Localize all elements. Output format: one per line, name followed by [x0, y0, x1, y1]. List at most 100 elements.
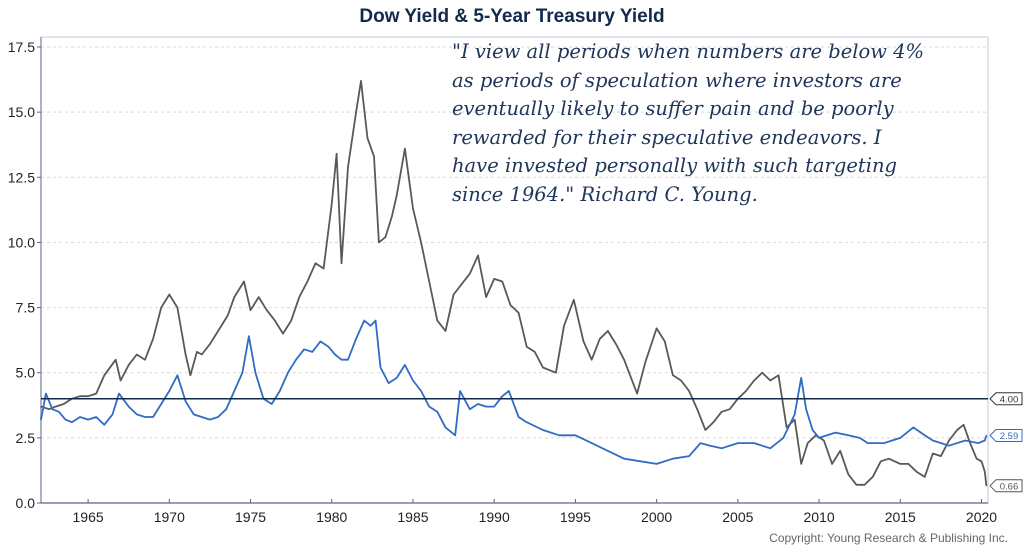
end-labels: 4.00 2.59 0.66	[989, 392, 1023, 492]
data-point	[120, 379, 122, 382]
data-point	[912, 426, 914, 428]
data-point	[103, 374, 105, 376]
quote-line: as periods of speculation where investor…	[452, 68, 902, 92]
data-point	[363, 320, 365, 322]
data-point	[336, 153, 338, 155]
data-point	[95, 393, 97, 395]
data-point	[461, 283, 463, 285]
data-point	[189, 374, 191, 376]
data-point	[976, 458, 978, 460]
data-point	[672, 374, 674, 376]
data-point	[63, 403, 65, 405]
data-point	[591, 359, 593, 361]
data-point	[501, 395, 503, 397]
data-point	[209, 419, 211, 421]
y-tick-label: 12.5	[8, 169, 35, 185]
data-point	[883, 442, 885, 444]
data-point	[282, 333, 284, 335]
x-tick-label: 2000	[641, 509, 672, 525]
copyright: Copyright: Young Research & Publishing I…	[769, 531, 1008, 545]
data-point	[563, 325, 565, 327]
data-point	[58, 411, 60, 413]
data-point	[196, 351, 198, 353]
data-point	[623, 458, 625, 460]
data-point	[969, 442, 971, 444]
data-point	[737, 442, 739, 444]
data-point	[599, 338, 601, 340]
data-point	[542, 429, 544, 431]
data-point	[807, 442, 809, 444]
data-point	[980, 460, 983, 462]
data-point	[266, 309, 268, 311]
data-point	[404, 364, 406, 366]
data-point	[636, 393, 638, 395]
data-point	[508, 390, 510, 392]
data-point	[136, 353, 138, 356]
end-label-text: 2.59	[1000, 431, 1019, 442]
quote-line: rewarded for their speculative endeavors…	[452, 125, 882, 149]
data-point	[834, 432, 836, 434]
end-label-text: 4.00	[1000, 394, 1019, 405]
data-point	[542, 366, 544, 369]
data-point	[818, 437, 820, 439]
data-point	[201, 353, 203, 356]
data-point	[327, 346, 330, 348]
x-tick-label: 1985	[397, 509, 428, 525]
data-point	[761, 372, 763, 374]
data-point	[555, 372, 557, 374]
data-point	[274, 320, 276, 322]
data-point	[721, 411, 723, 413]
data-point	[71, 421, 73, 423]
data-point	[217, 330, 219, 332]
data-point	[420, 390, 422, 392]
data-point	[899, 437, 901, 439]
x-tick-label: 1990	[479, 509, 510, 525]
data-point	[444, 330, 447, 332]
data-point	[574, 434, 577, 436]
data-point	[444, 426, 447, 428]
data-point	[227, 314, 229, 316]
data-point	[485, 406, 487, 408]
data-point	[152, 416, 154, 418]
y-tick-label: 17.5	[8, 39, 35, 55]
data-point	[243, 280, 245, 283]
end-label-treasury: 0.66	[989, 479, 1023, 492]
end-label-dow-yield: 2.59	[989, 429, 1023, 443]
data-point	[319, 340, 321, 342]
data-point	[699, 442, 702, 444]
data-point	[867, 442, 869, 444]
data-point	[79, 416, 81, 418]
data-point	[872, 476, 874, 478]
data-point	[855, 484, 858, 486]
data-point	[254, 372, 256, 374]
data-point	[794, 419, 796, 421]
data-point	[534, 351, 536, 353]
data-point	[794, 413, 796, 415]
data-point	[391, 215, 393, 217]
data-point	[436, 320, 438, 322]
data-point	[940, 455, 942, 457]
data-point	[984, 439, 986, 442]
x-tick-label: 2015	[885, 509, 916, 525]
data-point	[396, 194, 398, 197]
data-point	[375, 320, 377, 322]
end-label-box	[989, 429, 1023, 443]
data-point	[656, 463, 658, 465]
data-point	[360, 80, 362, 82]
data-point	[55, 406, 57, 408]
quote-line: eventually likely to suffer pain and be …	[452, 97, 894, 120]
data-point	[831, 463, 833, 465]
data-point	[782, 437, 784, 439]
data-point	[311, 351, 313, 353]
data-point	[477, 254, 479, 257]
axes: 0.0 2.5 5.0 7.5 10.0 12.5 15.0 17.5 1965 1970 1975…	[8, 36, 997, 525]
data-point	[696, 408, 698, 410]
data-point	[932, 452, 934, 455]
data-point	[985, 434, 988, 437]
data-point	[201, 416, 203, 418]
data-point	[915, 471, 918, 473]
data-point	[40, 419, 42, 421]
x-tick-label: 2020	[966, 509, 997, 525]
data-point	[485, 296, 487, 298]
data-point	[526, 346, 528, 348]
